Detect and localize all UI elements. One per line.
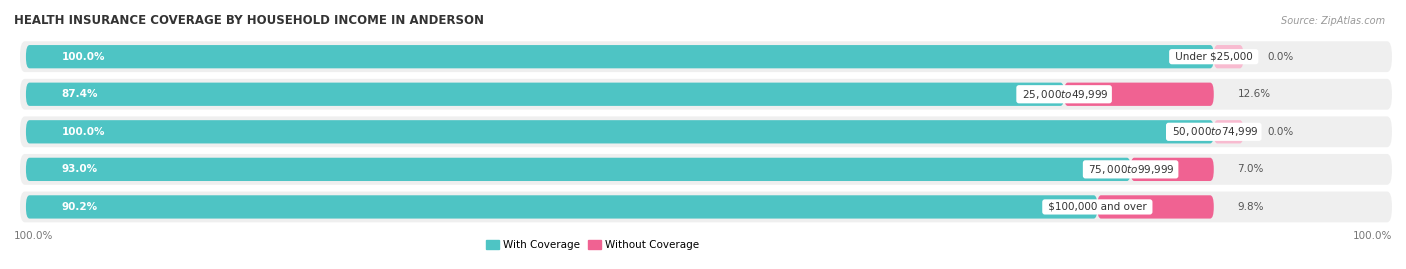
FancyBboxPatch shape bbox=[20, 79, 1392, 110]
Text: $75,000 to $99,999: $75,000 to $99,999 bbox=[1085, 163, 1175, 176]
FancyBboxPatch shape bbox=[1213, 45, 1243, 68]
Text: 90.2%: 90.2% bbox=[62, 202, 97, 212]
Legend: With Coverage, Without Coverage: With Coverage, Without Coverage bbox=[486, 240, 699, 250]
Text: HEALTH INSURANCE COVERAGE BY HOUSEHOLD INCOME IN ANDERSON: HEALTH INSURANCE COVERAGE BY HOUSEHOLD I… bbox=[14, 14, 484, 27]
Text: Under $25,000: Under $25,000 bbox=[1171, 52, 1256, 62]
FancyBboxPatch shape bbox=[1097, 195, 1213, 219]
FancyBboxPatch shape bbox=[1130, 158, 1213, 181]
Text: 87.4%: 87.4% bbox=[62, 89, 98, 99]
FancyBboxPatch shape bbox=[25, 158, 1130, 181]
FancyBboxPatch shape bbox=[25, 195, 1097, 219]
FancyBboxPatch shape bbox=[25, 83, 1064, 106]
Text: 9.8%: 9.8% bbox=[1237, 202, 1264, 212]
Text: 100.0%: 100.0% bbox=[1353, 231, 1392, 241]
Text: 100.0%: 100.0% bbox=[62, 127, 105, 137]
Text: 7.0%: 7.0% bbox=[1237, 164, 1264, 174]
FancyBboxPatch shape bbox=[1213, 120, 1243, 143]
Text: Source: ZipAtlas.com: Source: ZipAtlas.com bbox=[1281, 16, 1385, 26]
Text: $25,000 to $49,999: $25,000 to $49,999 bbox=[1019, 88, 1109, 101]
Text: 12.6%: 12.6% bbox=[1237, 89, 1271, 99]
Text: $50,000 to $74,999: $50,000 to $74,999 bbox=[1168, 125, 1258, 138]
Text: 0.0%: 0.0% bbox=[1267, 127, 1294, 137]
FancyBboxPatch shape bbox=[20, 192, 1392, 222]
FancyBboxPatch shape bbox=[20, 116, 1392, 147]
Text: 100.0%: 100.0% bbox=[62, 52, 105, 62]
FancyBboxPatch shape bbox=[25, 45, 1213, 68]
Text: 93.0%: 93.0% bbox=[62, 164, 97, 174]
Text: $100,000 and over: $100,000 and over bbox=[1045, 202, 1150, 212]
FancyBboxPatch shape bbox=[20, 154, 1392, 185]
FancyBboxPatch shape bbox=[20, 41, 1392, 72]
Text: 100.0%: 100.0% bbox=[14, 231, 53, 241]
FancyBboxPatch shape bbox=[25, 120, 1213, 143]
Text: 0.0%: 0.0% bbox=[1267, 52, 1294, 62]
FancyBboxPatch shape bbox=[1064, 83, 1213, 106]
